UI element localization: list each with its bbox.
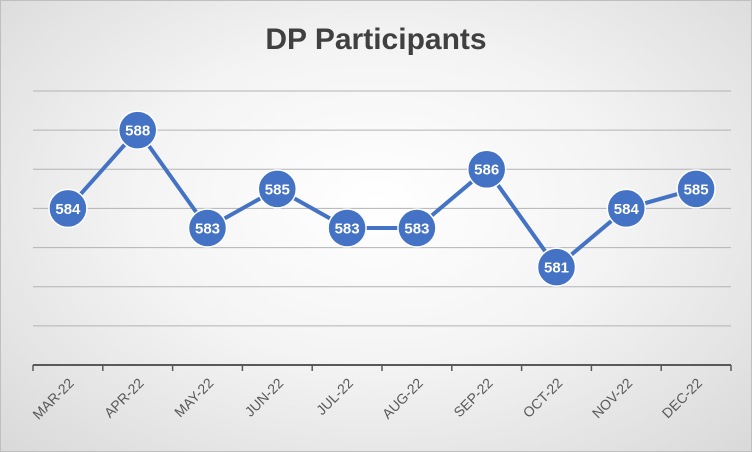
x-tick-label: OCT-22	[520, 375, 566, 421]
data-point	[48, 188, 88, 229]
x-tick-label: NOV-22	[589, 375, 636, 422]
data-point	[536, 247, 577, 287]
data-label: 588	[125, 123, 150, 140]
data-point	[466, 149, 507, 190]
data-label: 583	[195, 220, 220, 237]
data-point	[676, 169, 716, 209]
data-label: 585	[684, 181, 709, 198]
x-tick-label: APR-22	[101, 375, 147, 421]
data-label: 581	[544, 260, 569, 277]
chart-title: DP Participants	[265, 23, 487, 56]
data-label: 584	[55, 201, 81, 218]
data-label: 584	[614, 201, 640, 218]
data-label: 585	[265, 181, 290, 198]
x-tick-label: JUL-22	[313, 375, 356, 418]
data-label: 583	[335, 220, 360, 237]
x-tick-label: MAR-22	[29, 375, 77, 423]
data-label: 583	[404, 220, 429, 237]
x-tick-label: SEP-22	[450, 375, 496, 421]
data-point	[257, 169, 298, 209]
series-line	[66, 128, 697, 270]
data-point	[606, 188, 647, 229]
data-point	[397, 208, 437, 248]
data-point	[327, 208, 367, 248]
x-tick-label: MAY-22	[171, 375, 217, 421]
x-tick-label: DEC-22	[659, 375, 706, 422]
x-tick-label: AUG-22	[379, 375, 426, 422]
data-label: 586	[474, 162, 499, 179]
x-tick-label: JUN-22	[241, 375, 286, 420]
data-point	[117, 110, 158, 150]
data-point	[187, 208, 228, 248]
